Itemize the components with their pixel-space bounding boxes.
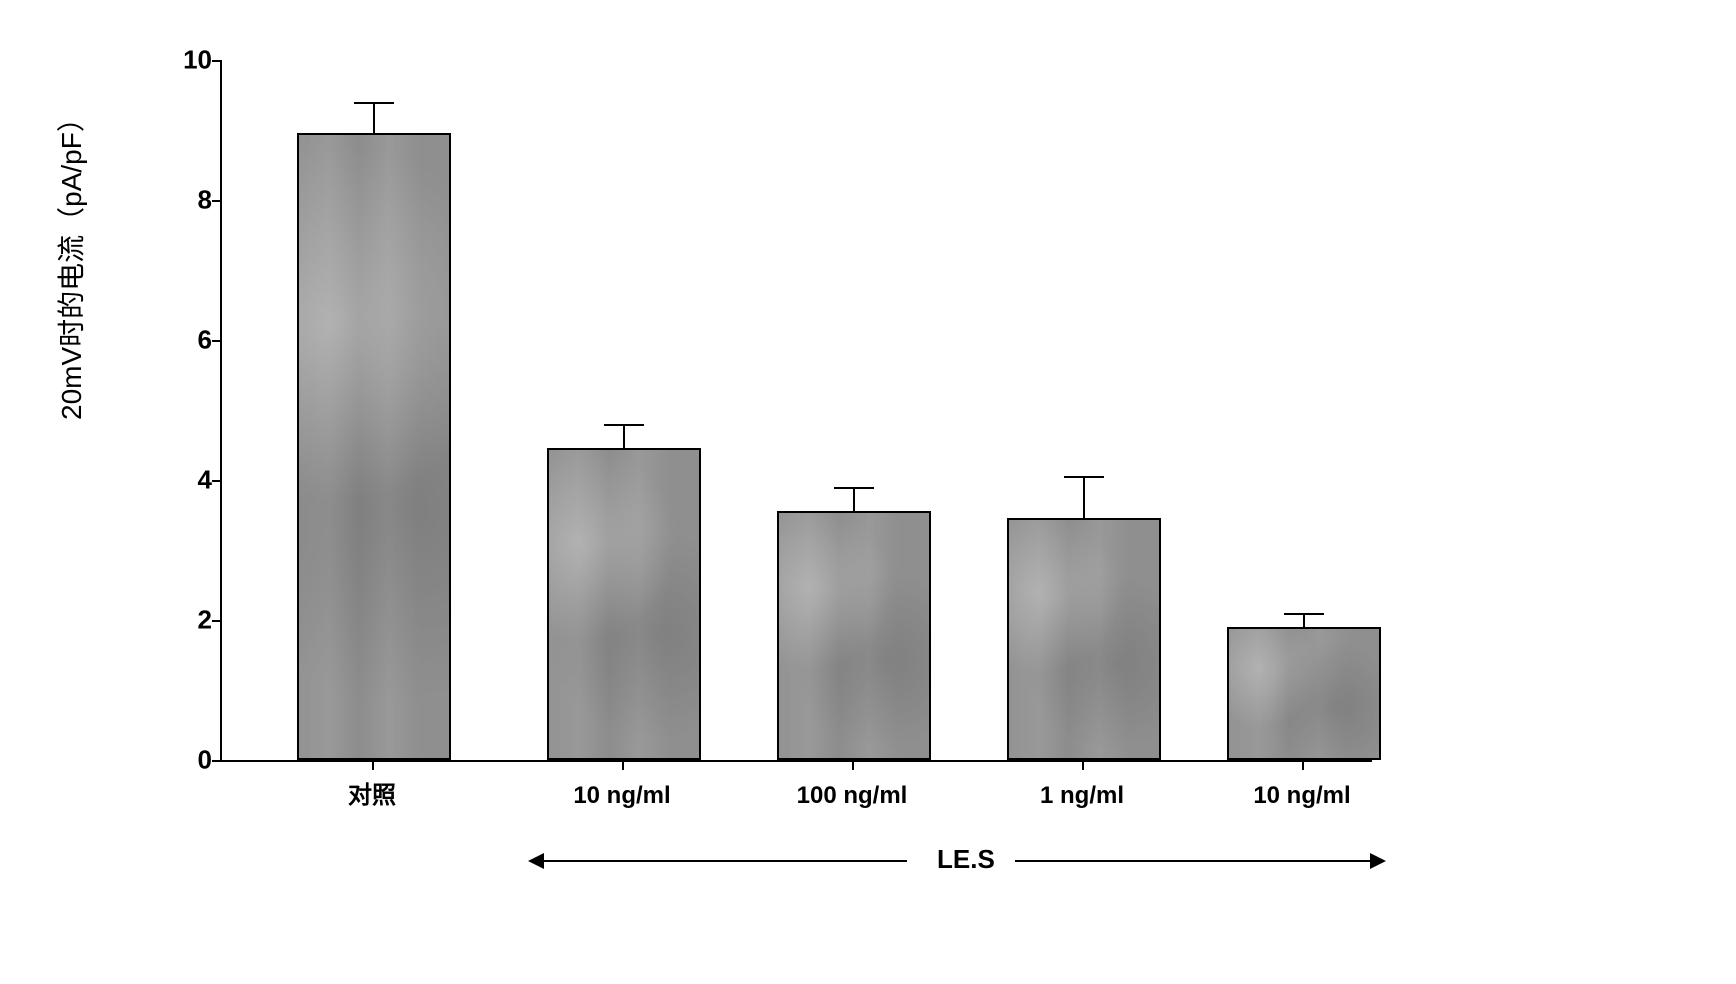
error-bar	[623, 426, 625, 451]
y-tick-label: 2	[172, 605, 212, 636]
y-tick	[212, 340, 222, 342]
x-label: 10 ng/ml	[1253, 782, 1350, 810]
chart-container: 20mV时的电流（pA/pF） 0246810对照10 ng/ml100 ng/…	[40, 40, 1440, 940]
bracket-line	[1007, 860, 1372, 862]
error-cap	[1064, 476, 1104, 478]
x-tick	[622, 760, 624, 770]
bar	[1007, 518, 1161, 760]
error-cap	[354, 102, 394, 104]
error-cap-inner	[1294, 627, 1314, 629]
bracket-line	[542, 860, 907, 862]
error-cap	[1284, 613, 1324, 615]
y-tick	[212, 60, 222, 62]
bar	[297, 133, 451, 760]
bar-texture	[549, 450, 699, 758]
error-bar	[373, 104, 375, 136]
plot-area: 0246810对照10 ng/ml100 ng/ml1 ng/ml10 ng/m…	[220, 60, 1372, 762]
y-tick-label: 10	[172, 45, 212, 76]
error-bar	[853, 489, 855, 514]
bar-texture	[1009, 520, 1159, 758]
error-cap	[604, 424, 644, 426]
bar-texture	[299, 135, 449, 758]
x-label: 10 ng/ml	[573, 782, 670, 810]
bracket-label: LE.S	[917, 844, 1015, 875]
bar-texture	[1229, 629, 1379, 759]
y-tick-label: 8	[172, 185, 212, 216]
y-tick-label: 0	[172, 745, 212, 776]
error-cap-inner	[364, 133, 384, 135]
bracket-arrow-right-icon	[1370, 853, 1386, 869]
y-tick	[212, 620, 222, 622]
y-tick-label: 4	[172, 465, 212, 496]
y-tick	[212, 200, 222, 202]
x-tick	[1302, 760, 1304, 770]
bar	[777, 511, 931, 760]
x-label: 100 ng/ml	[797, 782, 908, 810]
x-tick	[852, 760, 854, 770]
error-cap	[834, 487, 874, 489]
bar	[547, 448, 701, 760]
error-bar	[1083, 478, 1085, 520]
bracket-arrow-left-icon	[528, 853, 544, 869]
y-tick	[212, 480, 222, 482]
error-cap-inner	[614, 448, 634, 450]
y-tick	[212, 760, 222, 762]
error-cap-inner	[844, 511, 864, 513]
bar-texture	[779, 513, 929, 758]
y-axis-label: 20mV时的电流（pA/pF）	[50, 104, 90, 420]
x-tick	[372, 760, 374, 770]
y-tick-label: 6	[172, 325, 212, 356]
x-tick	[1082, 760, 1084, 770]
x-label: 1 ng/ml	[1040, 782, 1124, 810]
error-cap-inner	[1074, 518, 1094, 520]
x-label: 对照	[348, 775, 396, 810]
bar	[1227, 627, 1381, 761]
